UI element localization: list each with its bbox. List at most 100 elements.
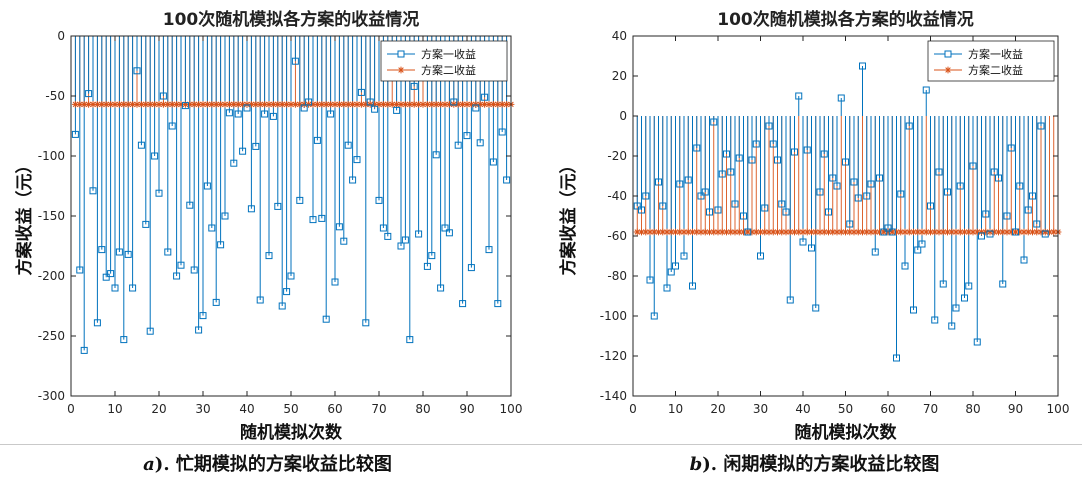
chart-b: 100次随机模拟各方案的收益情况 0 10 20 30 40 50 60 70 80 90 100 40… (558, 9, 1069, 443)
series-1-marker (252, 142, 260, 150)
series-2-marker (428, 101, 436, 108)
series-1-marker (476, 139, 484, 147)
series-2-marker (667, 228, 675, 236)
series-1-marker (1033, 220, 1041, 228)
series-1-marker (672, 262, 679, 270)
series-1-marker (867, 180, 875, 188)
series-1-marker (744, 228, 752, 236)
chart-panel-b: 100次随机模拟各方案的收益情况 0 10 20 30 40 50 60 70 80 90 100 40… (547, 0, 1082, 445)
y-tick-label: -300 (38, 389, 65, 403)
series-2-markers (72, 101, 515, 108)
series-1-marker (203, 182, 211, 190)
series-2-marker (969, 228, 977, 236)
series-2-marker (680, 228, 688, 236)
series-1-marker (406, 336, 414, 344)
series-1-marker (803, 146, 811, 154)
caption-divider (0, 444, 1082, 445)
x-axis-label: 随机模拟次数 (795, 422, 898, 443)
series-1-marker (393, 106, 401, 114)
series-2-marker (761, 228, 769, 236)
series-1-marker (735, 154, 743, 162)
legend-swatch-star (944, 66, 952, 74)
series-2-marker (190, 101, 198, 108)
chart-panel-a: 100次随机模拟各方案的收益情况 0 10 20 30 40 50 60 70 80 90 100 0-… (0, 0, 535, 445)
series-2-marker (208, 101, 216, 108)
series-2-marker (358, 101, 365, 108)
series-1-marker (371, 105, 379, 113)
legend-label-1: 方案一收益 (421, 47, 476, 61)
series-2-marker (1029, 228, 1036, 236)
series-1-marker (76, 266, 84, 274)
series-1-marker (186, 201, 194, 209)
series-1-marker (1007, 144, 1015, 152)
chart-title: 100次随机模拟各方案的收益情况 (717, 9, 974, 30)
series-2-marker (799, 228, 807, 236)
series-1-marker (1020, 256, 1028, 264)
series-2-marker (854, 228, 862, 236)
series-2-marker (221, 101, 229, 108)
series-2-marker (72, 101, 79, 108)
series-2-marker (305, 101, 312, 108)
series-1-marker (859, 62, 866, 70)
series-1-marker (1003, 212, 1011, 220)
series-1-marker (752, 140, 760, 148)
y-tick-label: -40 (607, 189, 627, 203)
series-2-marker (270, 101, 277, 108)
series-2-marker (432, 101, 440, 108)
series-1-marker (318, 214, 326, 222)
series-1-marker (961, 294, 968, 302)
series-1-marker (331, 278, 339, 286)
x-tick-label: 50 (283, 402, 298, 416)
series-1-marker (795, 92, 803, 100)
series-2-marker (693, 228, 701, 236)
y-tick-label: 20 (612, 69, 627, 83)
caption-b-text: ). 闲期模拟的方案收益比较图 (702, 454, 940, 475)
series-2-marker (803, 228, 811, 236)
series-2-marker (402, 101, 409, 108)
series-1-marker (362, 319, 370, 327)
series-2-marker (672, 228, 679, 236)
series-2-marker (948, 228, 956, 236)
series-1-marker (876, 174, 883, 182)
series-2-marker (318, 101, 326, 108)
series-2-marker (437, 101, 444, 108)
series-2-marker (199, 101, 207, 108)
series-2-marker (160, 101, 167, 108)
series-1-marker (181, 102, 189, 110)
series-1-marker (415, 230, 423, 238)
series-1-marker (778, 200, 786, 208)
x-tick-label: 0 (629, 402, 637, 416)
series-1-marker (177, 261, 185, 269)
series-2-marker (1046, 228, 1053, 236)
series-2-marker (965, 228, 973, 236)
series-1-marker (212, 298, 220, 306)
series-2-marker (177, 101, 185, 108)
series-2-marker (182, 101, 189, 108)
series-1-marker (978, 232, 985, 240)
series-2-marker (327, 101, 334, 108)
series-2-marker (931, 228, 939, 236)
series-1-marker (799, 238, 807, 246)
series-1-marker (366, 98, 374, 106)
series-2-marker (331, 101, 339, 108)
series-1-marker (459, 300, 467, 308)
series-1-marker (195, 326, 203, 334)
series-2-marker (146, 101, 154, 108)
series-2-marker (300, 101, 308, 108)
series-2-marker (256, 101, 264, 108)
series-1-marker (714, 206, 722, 214)
series-2-marker (314, 101, 321, 108)
series-1-marker (944, 188, 951, 196)
series-1-marker (935, 168, 943, 176)
series-1-marker (842, 158, 849, 166)
series-2-marker (816, 228, 824, 236)
x-tick-label: 100 (500, 402, 523, 416)
series-1-marker (782, 208, 790, 216)
series-1-marker (952, 304, 960, 312)
series-1-marker (931, 316, 939, 324)
series-1-marker (217, 241, 225, 249)
series-1-markers (633, 62, 1049, 362)
series-2-marker (450, 101, 458, 108)
series-1-marker (740, 212, 747, 220)
series-1-marker (650, 312, 658, 320)
